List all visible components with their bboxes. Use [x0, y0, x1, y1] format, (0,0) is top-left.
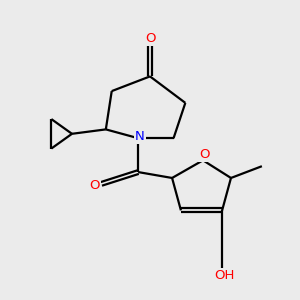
Text: O: O	[199, 148, 210, 161]
Text: O: O	[90, 179, 100, 192]
Text: N: N	[135, 130, 145, 143]
Text: O: O	[145, 32, 155, 45]
Text: OH: OH	[214, 269, 235, 282]
